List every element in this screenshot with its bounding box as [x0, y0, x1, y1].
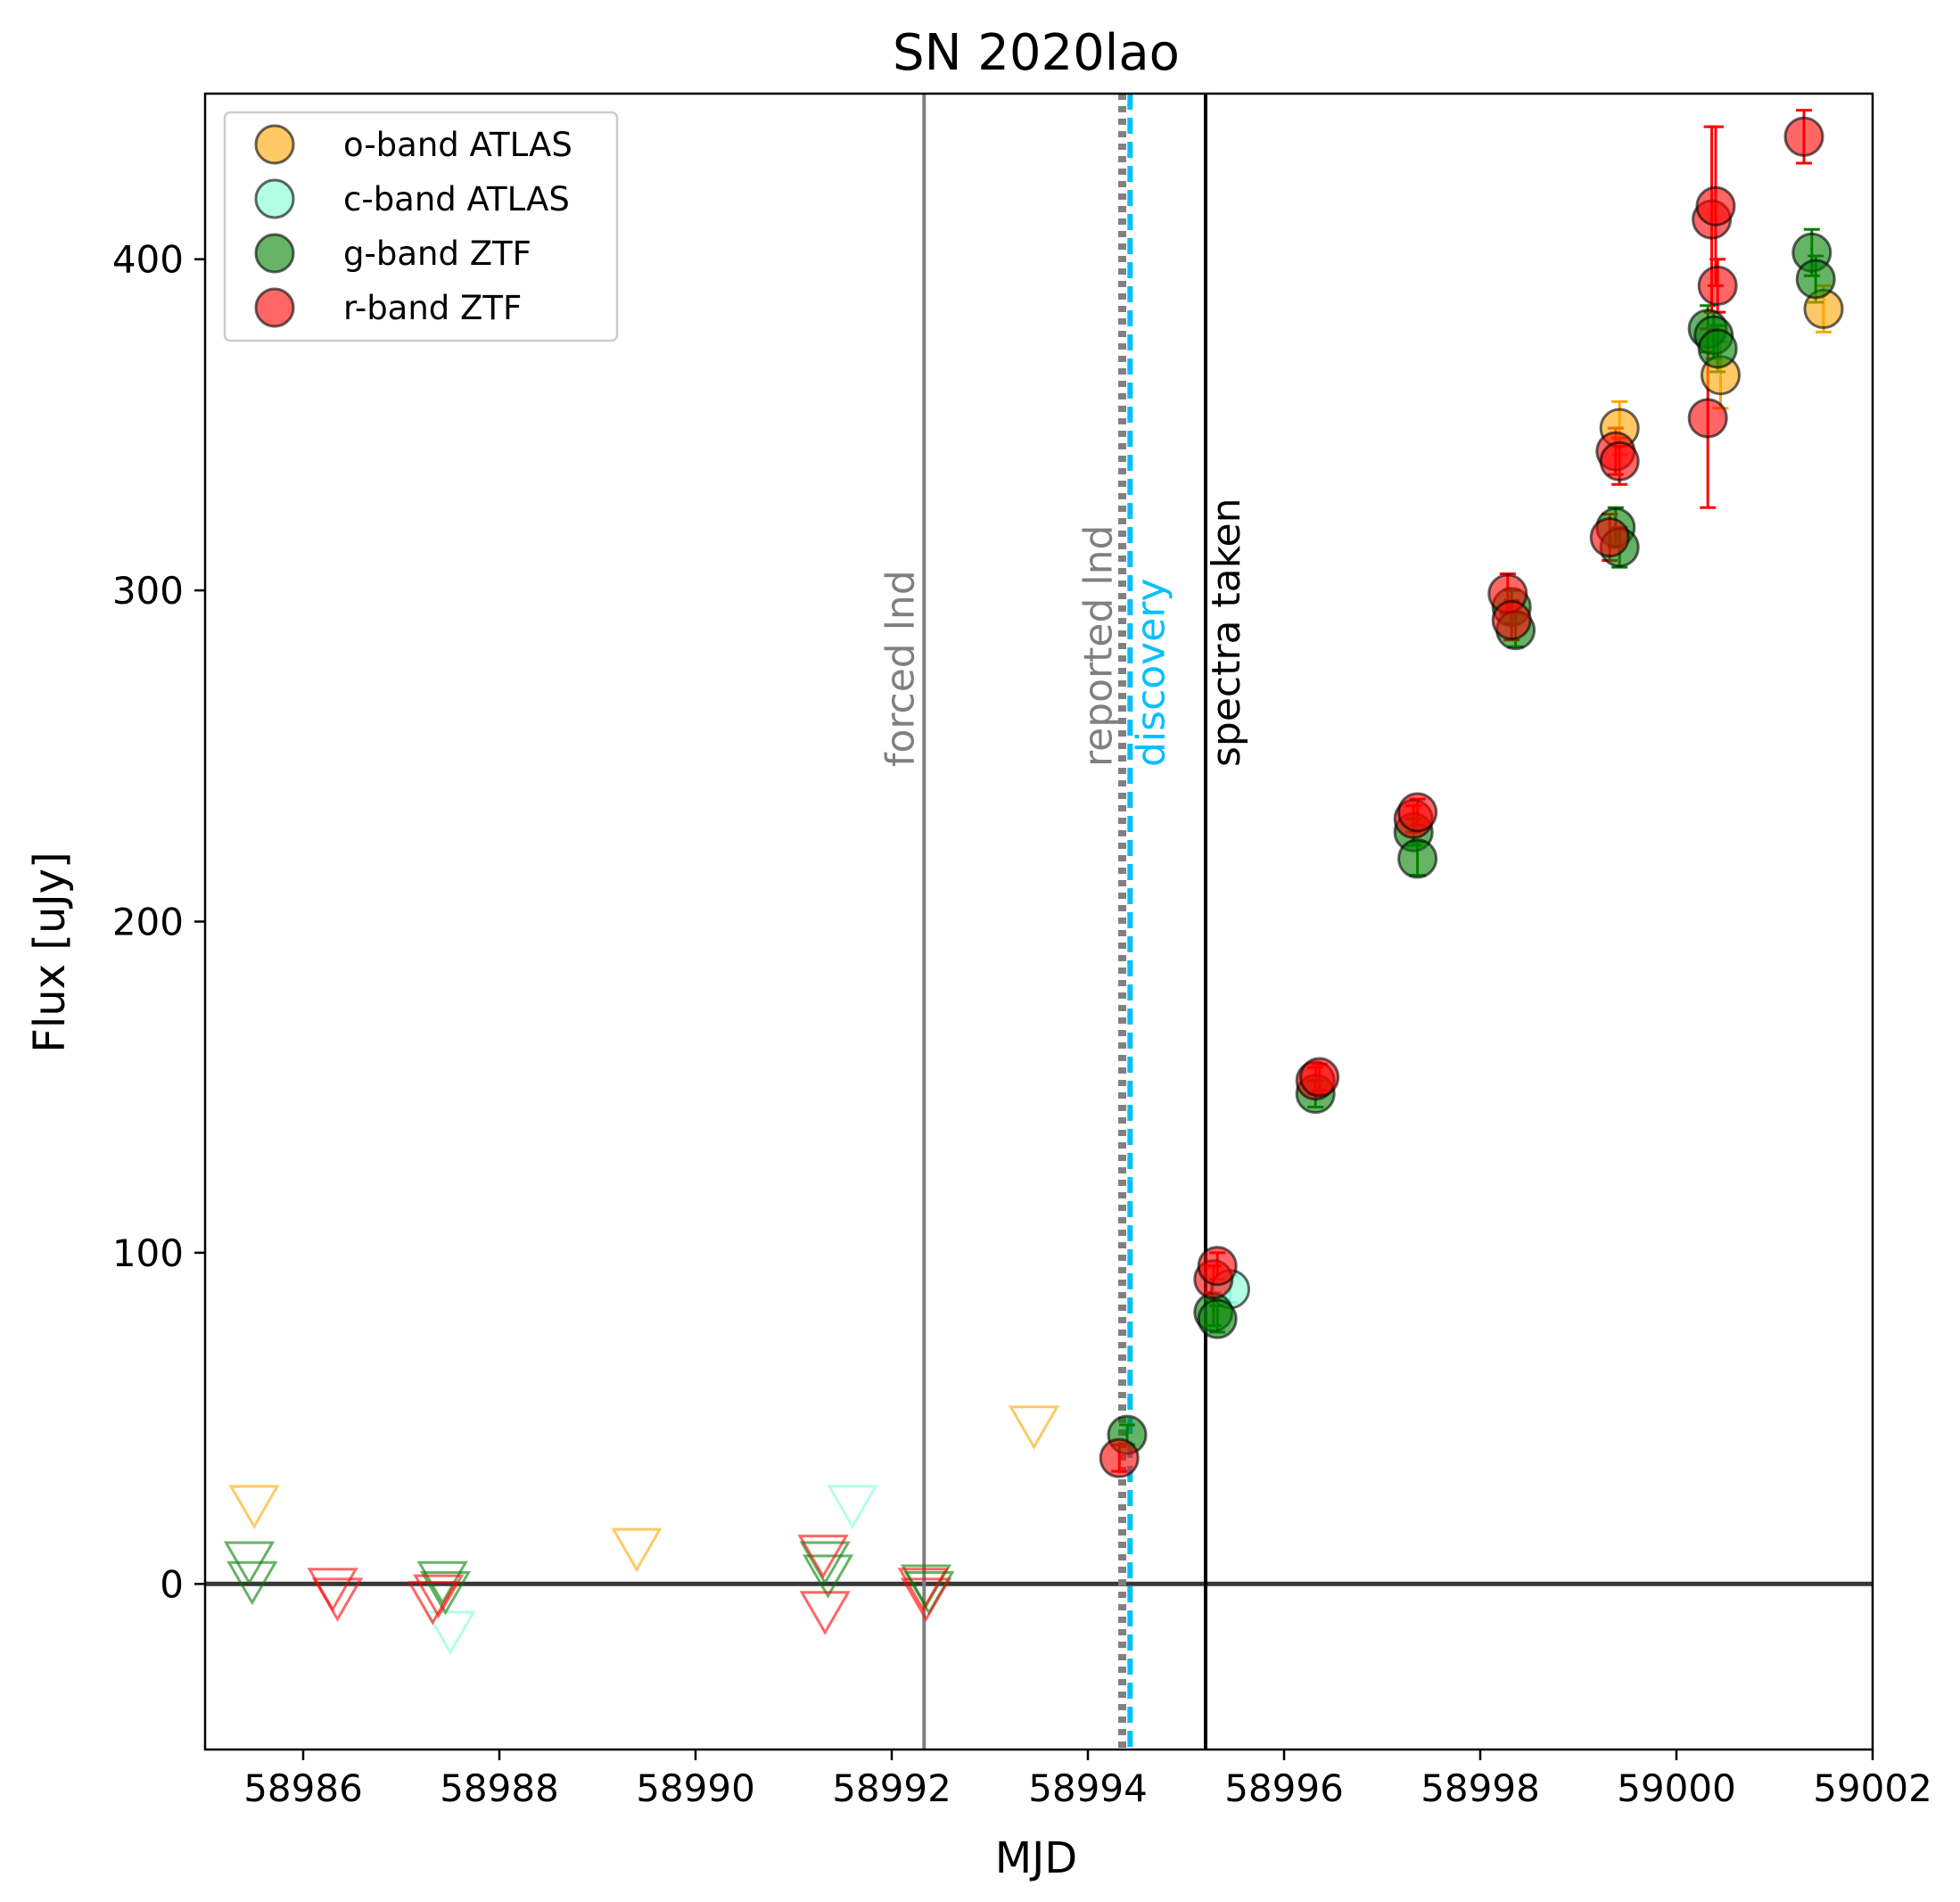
chart-title: SN 2020lao	[893, 24, 1180, 82]
data-point-3-12	[1687, 398, 1728, 439]
plot-area: forced lnd reported lnd discovery spectra t…	[112, 92, 1932, 1810]
y-tick-label-2: 200	[112, 901, 184, 944]
data-point-3-8	[1491, 600, 1532, 641]
data-point-3-9	[1589, 517, 1630, 558]
legend-label-2: g-band ZTF	[343, 235, 531, 273]
plot-inner	[205, 94, 1873, 1750]
y-tick-label-4: 400	[112, 238, 184, 282]
upper-limit-2-1	[226, 1560, 278, 1606]
data-point-2-14	[1795, 259, 1836, 300]
vline-label-3: spectra taken	[1204, 498, 1249, 768]
x-tick-label-0: 58986	[243, 1766, 363, 1810]
x-tick-label-6: 58998	[1421, 1766, 1540, 1810]
upper-limit-1-0	[424, 1610, 476, 1655]
upper-limit-3-6	[897, 1568, 949, 1612]
legend-marker-0	[254, 124, 295, 165]
x-tick-label-3: 58992	[832, 1766, 951, 1810]
upper-limit-0-0	[228, 1485, 280, 1529]
data-point-3-4	[1299, 1057, 1340, 1098]
vline-label-1: reported lnd	[1076, 525, 1122, 767]
upper-limit-2-3	[419, 1570, 472, 1616]
vline-label-0: forced lnd	[877, 570, 923, 767]
upper-limit-0-2	[1008, 1405, 1060, 1450]
data-point-3-6	[1397, 792, 1438, 833]
upper-limit-3-5	[799, 1591, 851, 1635]
x-tick-label-2: 58990	[636, 1766, 755, 1810]
x-tick-label-4: 58994	[1028, 1766, 1148, 1810]
axes-frame	[203, 92, 1874, 1751]
upper-limit-2-4	[799, 1541, 851, 1585]
data-point-3-2	[1197, 1246, 1238, 1287]
x-tick-label-8: 59002	[1813, 1766, 1932, 1810]
x-tick-label-5: 58996	[1224, 1766, 1344, 1810]
vline-label-2: discovery	[1128, 579, 1174, 767]
y-tick-label-0: 0	[160, 1562, 184, 1606]
legend-box	[223, 111, 619, 342]
data-point-2-2	[1197, 1298, 1238, 1339]
y-axis-label: Flux [uJy]	[25, 852, 75, 1052]
y-tick-label-3: 300	[112, 569, 184, 613]
data-point-3-15	[1697, 265, 1738, 306]
legend: o-band ATLAS c-band ATLAS g-band ZTF r-band…	[223, 111, 619, 342]
upper-limit-3-0	[307, 1568, 358, 1612]
upper-limit-2-5	[802, 1554, 854, 1599]
legend-marker-1	[254, 178, 295, 219]
upper-limit-3-2	[407, 1581, 458, 1626]
upper-limit-1-1	[827, 1485, 878, 1529]
data-point-3-14	[1695, 185, 1736, 226]
x-axis-label: MJD	[995, 1833, 1078, 1883]
y-tick-label-1: 100	[112, 1231, 184, 1275]
data-point-3-16	[1783, 116, 1824, 157]
x-tick-label-1: 58988	[440, 1766, 559, 1810]
upper-limit-0-1	[611, 1527, 663, 1573]
legend-marker-2	[254, 233, 295, 274]
data-point-2-12	[1697, 328, 1738, 369]
data-point-2-5	[1397, 838, 1438, 879]
upper-limit-3-4	[797, 1535, 849, 1579]
legend-label-1: c-band ATLAS	[343, 180, 570, 218]
upper-limit-3-7	[900, 1577, 952, 1622]
legend-marker-3	[254, 287, 295, 328]
legend-label-0: o-band ATLAS	[343, 126, 572, 164]
data-point-3-11	[1599, 441, 1640, 482]
upper-limit-3-1	[311, 1577, 364, 1622]
upper-limit-3-3	[413, 1574, 465, 1619]
legend-label-3: r-band ZTF	[343, 289, 522, 327]
x-tick-label-7: 59000	[1617, 1766, 1736, 1810]
data-point-3-0	[1099, 1437, 1140, 1478]
